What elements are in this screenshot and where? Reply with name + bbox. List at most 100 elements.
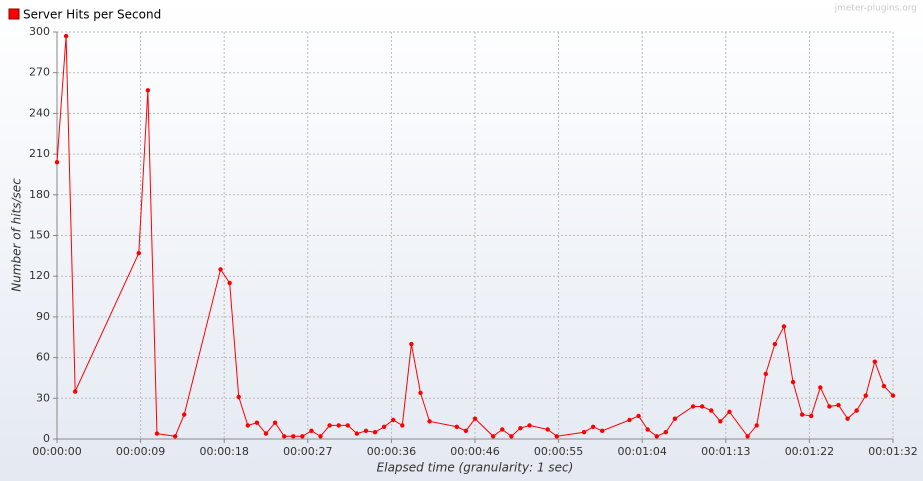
y-tick-label: 60: [36, 351, 50, 364]
x-tick-label: 00:00:00: [32, 445, 81, 458]
data-point: [490, 434, 496, 439]
data-point: [818, 385, 823, 390]
data-point: [409, 341, 414, 347]
data-point: [363, 428, 369, 434]
data-point: [427, 419, 432, 424]
data-point: [354, 431, 360, 436]
data-point: [245, 423, 251, 428]
data-point: [554, 434, 559, 439]
x-tick-label: 00:00:27: [283, 445, 332, 458]
y-tick-label: 300: [29, 25, 50, 38]
data-point: [890, 393, 896, 398]
data-point: [509, 434, 514, 439]
data-point: [72, 389, 78, 394]
x-tick-label: 00:01:32: [868, 445, 917, 458]
data-point: [654, 434, 659, 439]
data-point: [336, 423, 341, 428]
x-tick-label: 00:01:04: [617, 445, 666, 458]
data-point: [836, 402, 841, 408]
data-point: [527, 423, 532, 428]
data-point: [381, 424, 387, 429]
data-point: [54, 160, 60, 165]
data-point: [182, 412, 187, 417]
data-point: [627, 417, 632, 423]
data-point: [254, 420, 260, 425]
data-point: [845, 416, 850, 421]
data-point: [418, 390, 423, 396]
data-point: [236, 394, 241, 400]
data-point: [663, 430, 669, 435]
y-tick-label: 0: [43, 432, 50, 445]
data-point: [500, 427, 505, 432]
data-point: [291, 434, 296, 439]
data-point: [400, 423, 405, 428]
data-point: [827, 404, 832, 409]
data-point: [772, 341, 778, 347]
y-tick-label: 210: [29, 147, 50, 160]
x-tick-label: 00:01:22: [785, 445, 834, 458]
data-point: [463, 428, 469, 434]
x-tick-label: 00:00:18: [199, 445, 248, 458]
data-point: [281, 434, 287, 439]
data-point: [809, 413, 814, 419]
data-point: [645, 427, 650, 432]
x-axis-label: Elapsed time (granularity: 1 sec): [377, 461, 574, 475]
data-point: [327, 423, 332, 428]
data-point: [263, 431, 269, 436]
data-point: [763, 371, 768, 377]
y-tick-label: 240: [29, 106, 50, 119]
data-point: [672, 416, 678, 421]
data-point: [518, 425, 523, 431]
data-point: [872, 359, 878, 364]
data-point: [391, 417, 396, 423]
data-point: [154, 431, 160, 436]
data-point: [754, 423, 759, 428]
data-point: [472, 416, 478, 421]
data-point: [799, 412, 805, 417]
data-point: [63, 33, 69, 39]
x-tick-label: 00:00:46: [450, 445, 499, 458]
data-point: [172, 434, 178, 439]
data-point: [300, 434, 305, 439]
data-point: [709, 408, 714, 413]
data-point: [318, 434, 323, 439]
data-point: [745, 434, 750, 439]
data-point: [636, 413, 641, 419]
legend-swatch: [8, 8, 20, 20]
x-tick-label: 00:00:36: [367, 445, 416, 458]
data-point: [881, 383, 887, 389]
data-point: [863, 393, 868, 398]
data-point: [854, 408, 859, 413]
data-point: [781, 324, 787, 329]
data-point: [600, 428, 605, 434]
y-axis-label: Number of hits/sec: [10, 178, 24, 292]
y-tick-label: 270: [29, 66, 50, 79]
data-point: [345, 423, 350, 428]
data-point: [790, 379, 796, 385]
data-point: [581, 430, 587, 435]
data-point: [145, 88, 151, 93]
data-point: [690, 404, 696, 409]
data-point: [454, 424, 460, 429]
data-point: [699, 404, 705, 409]
legend-label: Server Hits per Second: [23, 8, 161, 22]
data-point: [545, 427, 550, 432]
data-point: [718, 419, 723, 424]
x-tick-label: 00:00:09: [116, 445, 165, 458]
data-point: [218, 267, 223, 272]
y-tick-label: 180: [29, 188, 50, 201]
y-tick-label: 150: [29, 229, 50, 242]
x-tick-label: 00:01:13: [701, 445, 750, 458]
data-point: [227, 280, 232, 286]
y-tick-label: 90: [36, 310, 50, 323]
x-tick-label: 00:00:55: [534, 445, 583, 458]
data-point: [272, 420, 278, 425]
data-point: [136, 250, 141, 256]
data-point: [372, 430, 378, 435]
y-tick-label: 120: [29, 269, 50, 282]
data-point: [309, 428, 314, 434]
data-point: [727, 409, 732, 415]
